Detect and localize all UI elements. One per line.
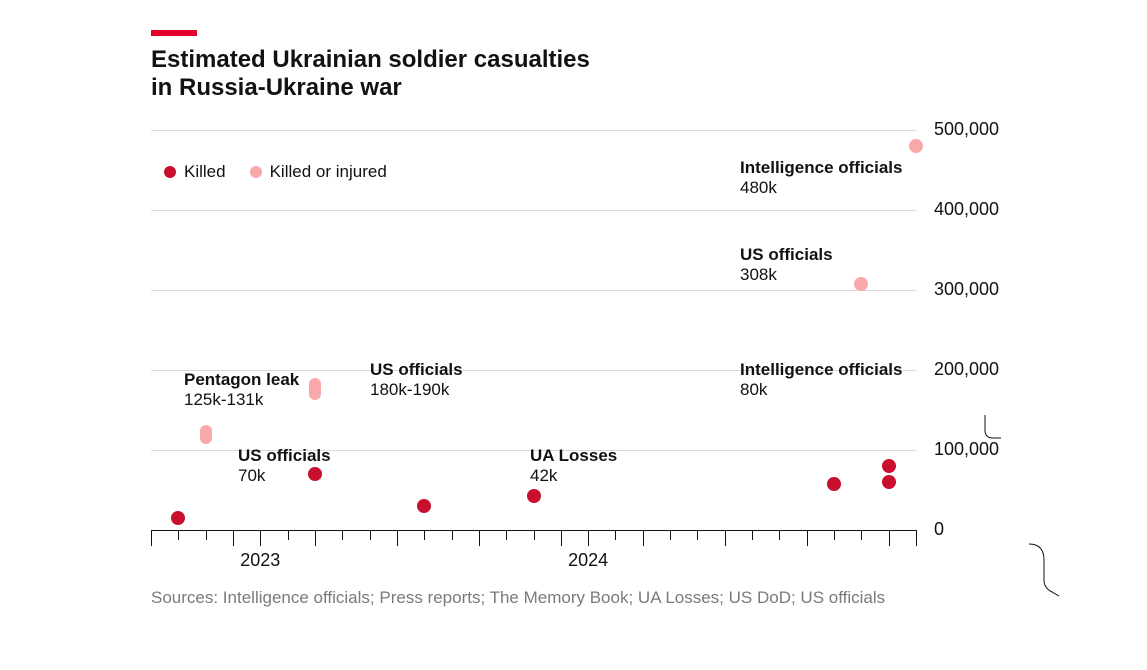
ann-intel-480k: Intelligence officials480k: [740, 158, 903, 199]
x-tick-minor: [779, 530, 780, 540]
ann-us-308k: US officials308k: [740, 245, 833, 286]
x-tick-minor: [834, 530, 835, 540]
x-tick-minor: [178, 530, 179, 540]
x-tick-major: [588, 530, 589, 546]
ann-intel-80k: Intelligence officials80k: [740, 360, 903, 401]
x-tick-minor: [752, 530, 753, 540]
legend-item: Killed: [164, 162, 226, 182]
y-axis-label: 300,000: [934, 279, 999, 300]
ann-us-180k: US officials180k-190k: [370, 360, 463, 401]
cl-80k: [1029, 544, 1059, 596]
x-tick-major: [807, 530, 808, 546]
x-tick-major: [561, 530, 562, 546]
y-axis-label: 0: [934, 519, 944, 540]
x-tick-minor: [424, 530, 425, 540]
x-tick-minor: [534, 530, 535, 540]
x-tick-minor: [288, 530, 289, 540]
x-tick-minor: [506, 530, 507, 540]
y-axis-label: 200,000: [934, 359, 999, 380]
x-axis-year-label: 2024: [568, 550, 608, 571]
x-tick-minor: [370, 530, 371, 540]
ann-us-70k: US officials70k: [238, 446, 331, 487]
y-axis-label: 100,000: [934, 439, 999, 460]
cl-308k: [985, 415, 1001, 438]
casualties-scatter-chart: Estimated Ukrainian soldier casualtiesin…: [0, 0, 1147, 670]
x-tick-major: [889, 530, 890, 546]
x-tick-minor: [342, 530, 343, 540]
x-tick-major: [725, 530, 726, 546]
x-tick-minor: [697, 530, 698, 540]
x-tick-minor: [206, 530, 207, 540]
ann-pentagon: Pentagon leak125k-131k: [184, 370, 299, 411]
legend-item: Killed or injured: [250, 162, 387, 182]
chart-title: Estimated Ukrainian soldier casualtiesin…: [151, 46, 590, 101]
x-tick-major: [916, 530, 917, 546]
x-tick-minor: [452, 530, 453, 540]
x-tick-major: [315, 530, 316, 546]
sources-line: Sources: Intelligence officials; Press r…: [151, 588, 885, 608]
legend-label: Killed: [184, 162, 226, 182]
accent-bar: [151, 30, 197, 36]
x-tick-minor: [861, 530, 862, 540]
x-tick-minor: [670, 530, 671, 540]
legend-swatch: [164, 166, 176, 178]
x-tick-major: [151, 530, 152, 546]
ann-ua-42k: UA Losses42k: [530, 446, 617, 487]
y-axis-label: 500,000: [934, 119, 999, 140]
y-axis-label: 400,000: [934, 199, 999, 220]
x-tick-minor: [615, 530, 616, 540]
x-tick-major: [397, 530, 398, 546]
x-tick-major: [643, 530, 644, 546]
x-axis-year-label: 2023: [240, 550, 280, 571]
legend: Killed Killed or injured: [164, 162, 387, 182]
x-tick-major: [233, 530, 234, 546]
x-tick-major: [479, 530, 480, 546]
legend-label: Killed or injured: [270, 162, 387, 182]
legend-swatch: [250, 166, 262, 178]
x-tick-major: [260, 530, 261, 546]
